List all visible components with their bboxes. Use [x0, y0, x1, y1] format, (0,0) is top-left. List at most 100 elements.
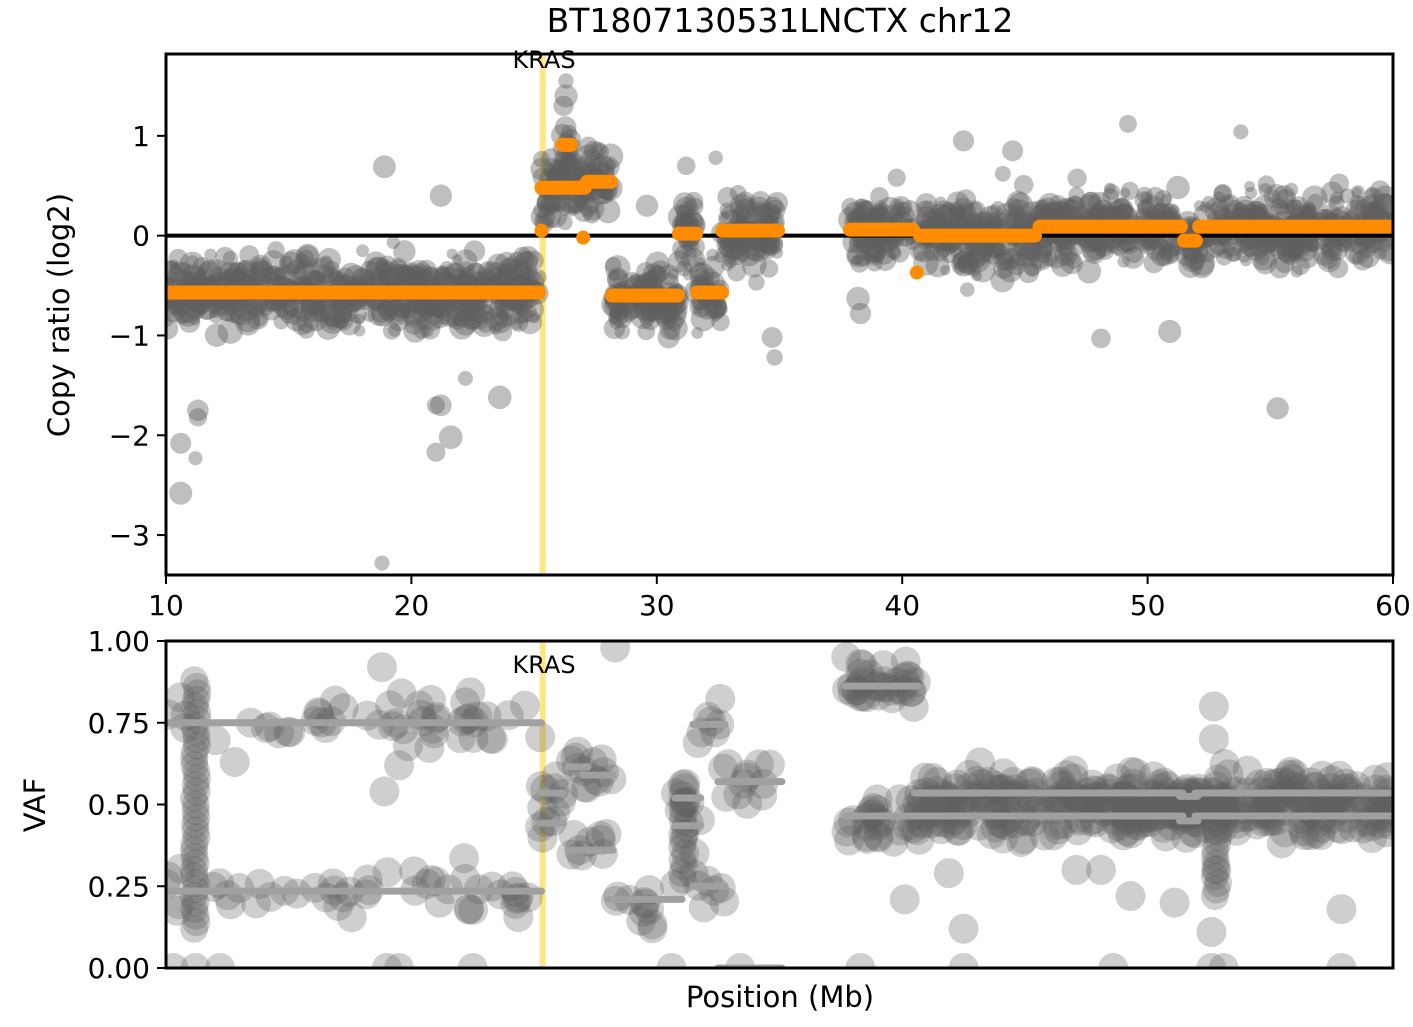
- copy-ratio-point: [883, 234, 901, 252]
- copy-ratio-point: [365, 257, 390, 282]
- vaf-outlier-point: [1201, 854, 1232, 885]
- copy-ratio-point: [381, 307, 397, 323]
- copy-ratio-point: [1045, 245, 1069, 269]
- copy-ratio-point: [1234, 202, 1246, 214]
- copy-ratio-point: [1157, 238, 1168, 250]
- copy-ratio-point: [303, 306, 329, 332]
- copy-ratio-point: [215, 246, 235, 267]
- copy-ratio-point: [609, 307, 621, 319]
- copy-ratio-point: [573, 202, 594, 223]
- copy-ratio-point: [331, 302, 352, 324]
- copy-ratio-point: [552, 196, 568, 212]
- copy-ratio-point: [667, 250, 690, 273]
- copy-ratio-point: [1352, 249, 1374, 271]
- copy-ratio-point: [453, 303, 465, 315]
- copy-ratio-point: [604, 255, 631, 281]
- copy-ratio-point: [452, 297, 477, 322]
- copy-ratio-point: [378, 266, 401, 290]
- copy-ratio-point: [572, 196, 585, 209]
- copy-ratio-point: [610, 306, 633, 329]
- copy-ratio-point: [385, 303, 400, 317]
- copy-ratio-point: [953, 213, 967, 228]
- copy-ratio-outlier-point: [708, 150, 723, 166]
- copy-ratio-point: [674, 244, 697, 267]
- copy-ratio-point: [1239, 236, 1260, 257]
- copy-ratio-point: [1349, 195, 1373, 220]
- copy-ratio-point: [307, 301, 322, 316]
- copy-ratio-point: [1034, 200, 1051, 217]
- copy-ratio-point: [1221, 235, 1243, 257]
- copy-ratio-point: [633, 299, 656, 321]
- copy-ratio-outlier-point: [1233, 124, 1249, 140]
- copy-ratio-point: [434, 307, 453, 325]
- copy-ratio-point: [1328, 195, 1345, 212]
- copy-ratio-point: [557, 214, 573, 231]
- copy-ratio-point: [283, 300, 299, 316]
- copy-ratio-point: [1204, 197, 1230, 223]
- copy-ratio-point: [706, 248, 719, 262]
- copy-ratio-point: [953, 261, 967, 275]
- copy-ratio-point: [300, 296, 326, 322]
- copy-ratio-point: [517, 273, 529, 286]
- copy-ratio-point: [1054, 242, 1078, 267]
- copy-ratio-point: [320, 301, 346, 327]
- copy-ratio-point: [548, 164, 564, 180]
- copy-ratio-point: [934, 196, 947, 209]
- copy-ratio-point: [1198, 245, 1216, 263]
- copy-ratio-point: [495, 302, 514, 321]
- vaf-outlier-point: [1198, 691, 1229, 722]
- copy-ratio-point: [1064, 196, 1086, 218]
- copy-ratio-point: [364, 251, 388, 275]
- copy-ratio-point: [992, 242, 1007, 258]
- vaf-point: [1120, 757, 1151, 788]
- copy-ratio-point: [277, 307, 288, 319]
- copy-ratio-point: [1219, 193, 1240, 214]
- copy-ratio-point: [651, 300, 675, 325]
- copy-ratio-point: [701, 255, 725, 279]
- copy-ratio-point: [379, 297, 394, 312]
- vaf-point: [399, 856, 430, 887]
- copy-ratio-point: [333, 272, 350, 289]
- copy-ratio-point: [718, 235, 743, 260]
- copy-ratio-point: [411, 296, 430, 314]
- copy-ratio-point: [560, 154, 577, 171]
- copy-ratio-point: [553, 148, 575, 170]
- copy-ratio-point: [386, 235, 400, 250]
- copy-ratio-point: [518, 275, 531, 289]
- copy-ratio-point: [572, 195, 586, 209]
- copy-ratio-point: [1286, 208, 1300, 222]
- copy-ratio-point: [741, 252, 767, 278]
- copy-ratio-point: [1370, 201, 1381, 213]
- copy-ratio-point: [716, 231, 742, 257]
- x-tick-label: 30: [639, 589, 675, 622]
- copy-ratio-outlier-point: [635, 194, 659, 217]
- copy-ratio-point: [1114, 197, 1130, 213]
- copy-ratio-point: [1306, 238, 1321, 253]
- copy-ratio-outlier-point: [1002, 140, 1024, 162]
- copy-ratio-point: [496, 263, 518, 286]
- copy-ratio-point: [1285, 235, 1305, 256]
- copy-ratio-point: [378, 261, 395, 278]
- copy-ratio-point: [1199, 201, 1211, 213]
- copy-ratio-point: [886, 207, 904, 225]
- copy-ratio-point: [492, 321, 513, 342]
- copy-ratio-point: [1149, 202, 1172, 225]
- copy-ratio-point: [758, 232, 781, 254]
- copy-ratio-point: [261, 267, 279, 285]
- copy-ratio-point: [1146, 241, 1166, 261]
- copy-ratio-point: [1140, 195, 1165, 219]
- copy-ratio-point: [1065, 195, 1084, 214]
- copy-ratio-point: [991, 238, 1011, 258]
- copy-ratio-point: [166, 260, 182, 284]
- copy-ratio-point: [555, 151, 570, 167]
- copy-ratio-point: [543, 204, 555, 216]
- copy-ratio-point: [587, 157, 611, 181]
- copy-ratio-point: [1082, 240, 1107, 264]
- copy-ratio-point: [484, 262, 510, 288]
- copy-ratio-point: [412, 263, 427, 278]
- copy-ratio-point: [489, 310, 513, 334]
- copy-ratio-point: [416, 306, 433, 322]
- copy-ratio-point: [259, 297, 282, 321]
- copy-ratio-point: [608, 270, 621, 282]
- copy-ratio-point: [508, 251, 525, 269]
